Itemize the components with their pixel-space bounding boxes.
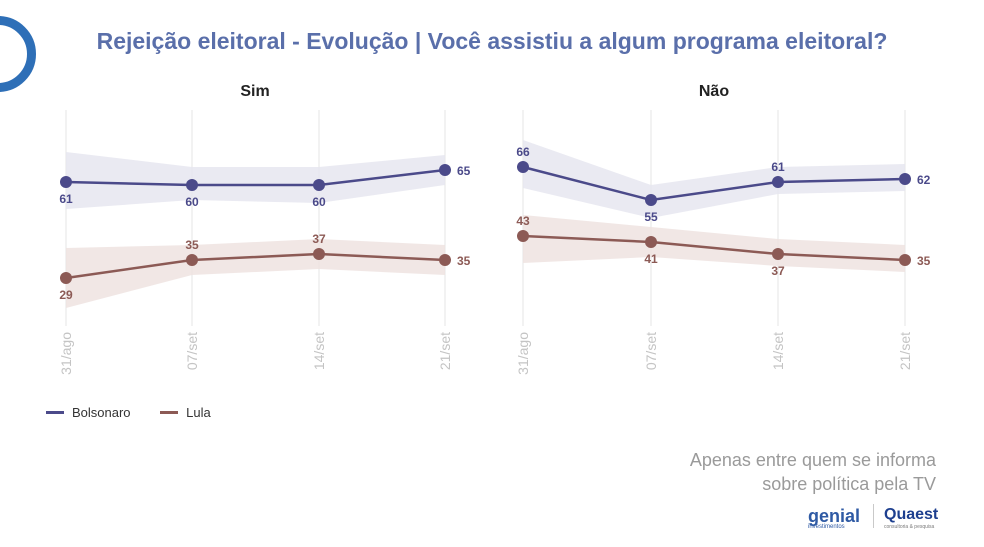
panel-1-title: Sim xyxy=(240,83,269,100)
panel-2-lula-series-line xyxy=(522,234,906,262)
panel-2-x-tick-label: 21/set xyxy=(897,332,913,370)
quaest-logo-subtext: consultoria & pesquisa xyxy=(884,524,935,530)
panel-2-x-tick-label: 14/set xyxy=(770,332,786,370)
panel-1-bolsonaro-point xyxy=(439,164,451,176)
panel-1-bolsonaro-point xyxy=(186,179,198,191)
legend: Bolsonaro Lula xyxy=(46,402,237,420)
panel-2-title: Não xyxy=(699,83,729,100)
quaest-logo: Quaest consultoria & pesquisa xyxy=(884,506,938,530)
panel-2-lula-band xyxy=(523,215,905,272)
panel-1-lula-data-label: 29 xyxy=(59,288,73,302)
panel-2-lula-data-label: 43 xyxy=(516,214,530,228)
panel-1-x-tick-label: 31/ago xyxy=(58,332,74,375)
panel-2-bolsonaro-data-label: 62 xyxy=(917,173,931,187)
panel-2-lula-point xyxy=(899,254,911,266)
panel-2-bolsonaro-data-label: 61 xyxy=(771,160,785,174)
panel-1-bolsonaro-data-label: 61 xyxy=(59,192,73,206)
genial-logo-text: genial xyxy=(808,506,861,526)
panel-1-bolsonaro-point xyxy=(313,179,325,191)
note-line-1: Apenas entre quem se informa xyxy=(689,450,936,470)
legend-item-bolsonaro: Bolsonaro xyxy=(46,405,131,420)
legend-item-lula: Lula xyxy=(160,405,211,420)
panel-1-lula-data-label: 35 xyxy=(185,238,199,252)
legend-swatch-lula xyxy=(160,411,179,414)
panel-1-lula-band xyxy=(66,239,445,308)
panel-1-lula-point xyxy=(186,254,198,266)
note-line-2: sobre política pela TV xyxy=(762,474,936,494)
legend-swatch-bolsonaro xyxy=(46,411,64,414)
panel-1-lula-point xyxy=(313,248,325,260)
panel-1-x-tick-label: 14/set xyxy=(311,332,327,370)
panel-2-bolsonaro-point xyxy=(899,173,911,185)
logo-divider xyxy=(873,504,874,528)
panel-2-x-tick-label: 07/set xyxy=(643,332,659,370)
source-note: Apenas entre quem se informa sobre polít… xyxy=(690,448,936,496)
panel-1-lula-data-label: 37 xyxy=(312,232,326,246)
panel-1-lula-series-line xyxy=(65,252,446,280)
panel-2-bolsonaro-point xyxy=(645,194,657,206)
chart-area: Sim 31/ago 07/set 14/set 21/set 61 60 60 65 29 35 3… xyxy=(58,83,931,375)
panel-2-bolsonaro-point xyxy=(772,176,784,188)
panel-2-bolsonaro-data-label: 55 xyxy=(644,210,658,224)
panel-2-lula-point xyxy=(645,236,657,248)
panel-2-lula-point xyxy=(517,230,529,242)
panel-2-bolsonaro-band xyxy=(523,140,905,218)
genial-logo-subtext: investimentos xyxy=(808,524,845,530)
panel-2-lula-data-label: 41 xyxy=(644,252,658,266)
legend-label-bolsonaro: Bolsonaro xyxy=(72,405,131,420)
panel-2-x-tick-label: 31/ago xyxy=(515,332,531,375)
panel-1-lula-point xyxy=(60,272,72,284)
panel-1-lula-point xyxy=(439,254,451,266)
panel-1-bolsonaro-data-label: 60 xyxy=(185,195,199,209)
quaest-logo-text: Quaest xyxy=(884,506,939,523)
panel-1-x-tick-label: 07/set xyxy=(184,332,200,370)
panel-2-bolsonaro-point xyxy=(517,161,529,173)
panel-2-bolsonaro-series-line xyxy=(522,165,906,202)
panel-1-bolsonaro-series-line xyxy=(65,168,446,187)
panel-1-x-tick-label: 21/set xyxy=(437,332,453,370)
panel-2-lula-data-label: 37 xyxy=(771,264,785,278)
panel-1-bolsonaro-data-label: 60 xyxy=(312,195,326,209)
panel-2-bolsonaro-data-label: 66 xyxy=(516,145,530,159)
legend-label-lula: Lula xyxy=(186,405,211,420)
panel-2-lula-point xyxy=(772,248,784,260)
panel-2-lula-data-label: 35 xyxy=(917,254,931,268)
genial-logo: genial investimentos xyxy=(808,506,860,530)
panel-1-bolsonaro-band xyxy=(66,152,445,209)
panel-1-lula-data-label: 35 xyxy=(457,254,471,268)
page-title: Rejeição eleitoral - Evolução | Você ass… xyxy=(96,28,888,54)
panel-1-bolsonaro-point xyxy=(60,176,72,188)
panel-1-bolsonaro-data-label: 65 xyxy=(457,164,471,178)
